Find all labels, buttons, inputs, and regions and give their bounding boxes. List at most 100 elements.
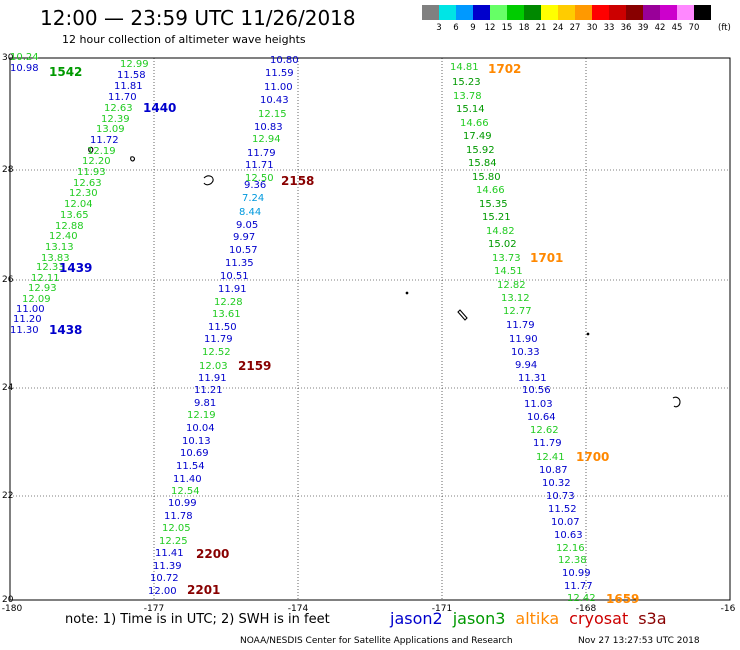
island-shape xyxy=(405,291,409,295)
swh-value-label: 10.32 xyxy=(542,478,571,489)
lon-tick-label: -16 xyxy=(721,604,736,614)
pass-time-labels: 1542 1440 1439 1438 2158 2159 2200 2201 1702 1701… xyxy=(49,62,639,606)
swh-value-label: 7.24 xyxy=(242,193,264,204)
legend-label: 33 xyxy=(603,23,615,33)
legend-label: 6 xyxy=(453,23,459,33)
legend-swatch xyxy=(473,5,490,20)
swh-value-label: 11.77 xyxy=(564,581,593,592)
legend-label: 12 xyxy=(484,23,496,33)
swh-value-label: 12.19 xyxy=(87,146,116,157)
legend-label: 39 xyxy=(637,23,649,33)
swh-value-label: 11.21 xyxy=(194,385,223,396)
satellite-legend-item: s3a xyxy=(638,609,667,628)
lat-tick-label: 20 xyxy=(2,595,14,605)
swh-value-label: 12.63 xyxy=(104,103,133,114)
pass-time-label: 1659 xyxy=(606,592,639,606)
swh-value-label: 12.30 xyxy=(69,188,98,199)
swh-value-label: 10.63 xyxy=(554,530,583,541)
pass-time-label: 1439 xyxy=(59,261,92,275)
pass-time-label: 1701 xyxy=(530,251,563,265)
legend-label: 9 xyxy=(470,23,476,33)
swh-value-label: 12.38 xyxy=(558,555,587,566)
swh-value-label: 12.04 xyxy=(64,199,93,210)
swh-value-label: 11.40 xyxy=(173,474,202,485)
legend-unit: (ft) xyxy=(718,23,731,33)
swh-value-label: 12.77 xyxy=(503,306,532,317)
swh-value-label: 12.05 xyxy=(162,523,191,534)
swh-value-label: 11.59 xyxy=(265,68,294,79)
swh-value-label: 12.19 xyxy=(187,410,216,421)
swh-value-label: 12.41 xyxy=(536,452,565,463)
legend-label: 27 xyxy=(569,23,581,33)
swh-value-label: 12.99 xyxy=(120,59,149,70)
swh-value-label: 14.82 xyxy=(486,226,515,237)
swh-value-label: 10.07 xyxy=(551,517,580,528)
swh-value-label: 12.11 xyxy=(31,273,60,284)
swh-value-label: 11.91 xyxy=(198,373,227,384)
swh-value-label: 12.09 xyxy=(22,294,51,305)
coastlines xyxy=(88,146,681,408)
swh-value-label: 15.02 xyxy=(488,239,517,250)
lon-tick-label: -174 xyxy=(288,604,309,614)
legend-swatch xyxy=(422,5,439,20)
swh-value-label: 10.56 xyxy=(522,385,551,396)
legend-label: 18 xyxy=(518,23,530,33)
swh-value-label: 13.83 xyxy=(41,253,70,264)
swh-value-label: 12.20 xyxy=(82,156,111,167)
lat-tick-label: 22 xyxy=(2,491,13,501)
swh-value-label: 12.39 xyxy=(101,114,130,125)
swh-value-label: 11.71 xyxy=(245,160,274,171)
swh-value-label: 13.12 xyxy=(501,293,530,304)
legend-swatch xyxy=(592,5,609,20)
legend-label: 15 xyxy=(501,23,513,33)
swh-value-label: 10.64 xyxy=(527,412,556,423)
credit-line: NOAA/NESDIS Center for Satellite Applica… xyxy=(240,636,513,646)
pass-time-label: 2159 xyxy=(238,359,271,373)
swh-value-label: 11.41 xyxy=(155,548,184,559)
swh-value-label: 9.94 xyxy=(515,360,537,371)
swh-value-label: 10.83 xyxy=(254,122,283,133)
swh-value-label: 10.99 xyxy=(168,498,197,509)
swh-value-label: 12.63 xyxy=(73,178,102,189)
swh-value-label: 11.91 xyxy=(218,284,247,295)
swh-value-label: 12.33 xyxy=(36,262,65,273)
legend-label: 70 xyxy=(688,23,700,33)
swh-value-label: 10.87 xyxy=(539,465,568,476)
island-shape xyxy=(672,396,681,408)
swh-value-label: 12.50 xyxy=(245,173,274,184)
island-shape xyxy=(457,309,468,321)
lat-tick-label: 28 xyxy=(2,165,14,175)
island-shape xyxy=(203,175,214,186)
swh-value-label: 11.58 xyxy=(117,70,146,81)
swh-value-label: 11.79 xyxy=(533,438,562,449)
legend-swatch xyxy=(694,5,711,20)
island-shape xyxy=(88,146,94,153)
swh-value-label: 12.16 xyxy=(556,543,585,554)
swh-value-label: 15.14 xyxy=(456,104,485,115)
legend-swatch xyxy=(558,5,575,20)
swh-value-label: 11.52 xyxy=(548,504,577,515)
lon-tick-label: -168 xyxy=(576,604,597,614)
swh-value-label: 13.73 xyxy=(492,253,521,264)
swh-value-label: 9.97 xyxy=(233,232,255,243)
swh-value-label: 9.36 xyxy=(244,180,266,191)
swh-value-label: 11.79 xyxy=(247,148,276,159)
swh-value-label: 13.13 xyxy=(45,242,74,253)
footer-note: note: 1) Time is in UTC; 2) SWH is in fe… xyxy=(65,612,330,627)
pass-time-label: 2158 xyxy=(281,174,314,188)
legend-label: 3 xyxy=(436,23,442,33)
swh-value-label: 11.35 xyxy=(225,258,254,269)
map-title: 12:00 — 23:59 UTC 11/26/2018 xyxy=(40,6,356,30)
swh-value-label: 12.82 xyxy=(497,280,526,291)
legend-label: 30 xyxy=(586,23,598,33)
lat-tick-label: 30 xyxy=(2,53,14,63)
swh-value-label: 12.88 xyxy=(55,221,84,232)
legend-swatch xyxy=(456,5,473,20)
swh-value-label: 12.25 xyxy=(159,536,188,547)
swh-value-label: 12.93 xyxy=(28,283,57,294)
legend-swatch xyxy=(575,5,592,20)
legend-swatch xyxy=(507,5,524,20)
swh-value-label: 11.72 xyxy=(90,135,119,146)
swh-value-label: 13.61 xyxy=(212,309,241,320)
